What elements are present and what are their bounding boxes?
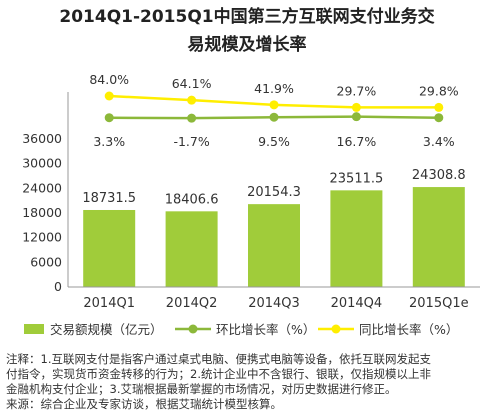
yoy-growth-point [434, 102, 444, 112]
yoy-growth-label: 84.0% [89, 72, 129, 87]
legend-label-mom: 环比增长率（%） [216, 322, 315, 337]
x-tick-label: 2014Q1 [83, 296, 135, 311]
note-line-2: 付指令，实现货币资金转移的行为；2.统计企业中不含银行、银联，仅指规模以上非 [6, 367, 431, 381]
x-tick-label: 2014Q2 [166, 296, 218, 311]
legend-swatch-bars [24, 324, 44, 334]
bar-2015Q1e [412, 187, 465, 287]
bar-value-label: 20154.3 [247, 185, 301, 200]
legend-label-yoy: 同比增长率（%） [359, 322, 458, 337]
bar-2014Q1 [83, 209, 136, 287]
y-tick-label: 24000 [22, 180, 62, 195]
mom-growth-label: 16.7% [337, 134, 377, 149]
yoy-growth-point [104, 91, 114, 101]
legend-label-bars: 交易额规模（亿元） [50, 322, 163, 337]
x-tick-label: 2015Q1e [409, 296, 469, 311]
chart-title-line1: 2014Q1-2015Q1中国第三方互联网支付业务交 [59, 7, 435, 27]
mom-growth-label: 3.4% [423, 134, 455, 149]
bar-value-label: 23511.5 [330, 171, 384, 186]
y-tick-label: 6000 [30, 254, 62, 269]
yoy-growth-label: 29.8% [419, 83, 459, 98]
yoy-growth-label: 41.9% [254, 81, 294, 96]
y-tick-label: 30000 [22, 156, 62, 171]
mom-growth-point [351, 112, 361, 122]
x-tick-label: 2014Q4 [331, 296, 383, 311]
y-tick-label: 36000 [22, 131, 62, 146]
bar-2014Q2 [165, 211, 218, 287]
y-tick-label: 0 [54, 279, 62, 294]
mom-growth-label: 9.5% [258, 134, 290, 149]
yoy-growth-label: 29.7% [337, 83, 377, 98]
mom-growth-label: 3.3% [93, 134, 125, 149]
y-tick-label: 18000 [22, 205, 62, 220]
legend-swatch-mom-dot [188, 324, 198, 334]
x-tick-label: 2014Q3 [248, 296, 300, 311]
mom-growth-point [434, 113, 444, 123]
yoy-growth-point [269, 100, 279, 110]
source-line: 来源：综合企业及专家访谈，根据艾瑞统计模型核算。 [6, 397, 282, 411]
yoy-growth-point [187, 95, 197, 105]
bar-value-label: 24308.8 [412, 168, 466, 183]
mom-growth-point [187, 113, 197, 123]
bar-2014Q4 [330, 190, 383, 287]
bar-value-label: 18731.5 [82, 191, 136, 206]
bar-2014Q3 [248, 204, 300, 287]
y-tick-label: 12000 [22, 230, 62, 245]
note-line-3: 金融机构支付企业；3.艾瑞根据最新掌握的市场情况，对历史数据进行修正。 [6, 382, 397, 396]
mom-growth-label: -1.7% [173, 134, 209, 149]
legend-swatch-yoy-dot [331, 324, 341, 334]
mom-growth-point [269, 112, 279, 122]
mom-growth-point [104, 113, 114, 123]
chart-title-line2: 易规模及增长率 [187, 35, 307, 55]
note-line-1: 注释：1.互联网支付是指客户通过桌式电脑、便携式电脑等设备，依托互联网发起支 [6, 352, 431, 366]
yoy-growth-point [351, 102, 361, 112]
yoy-growth-label: 64.1% [172, 76, 212, 91]
bar-value-label: 18406.6 [165, 192, 219, 207]
